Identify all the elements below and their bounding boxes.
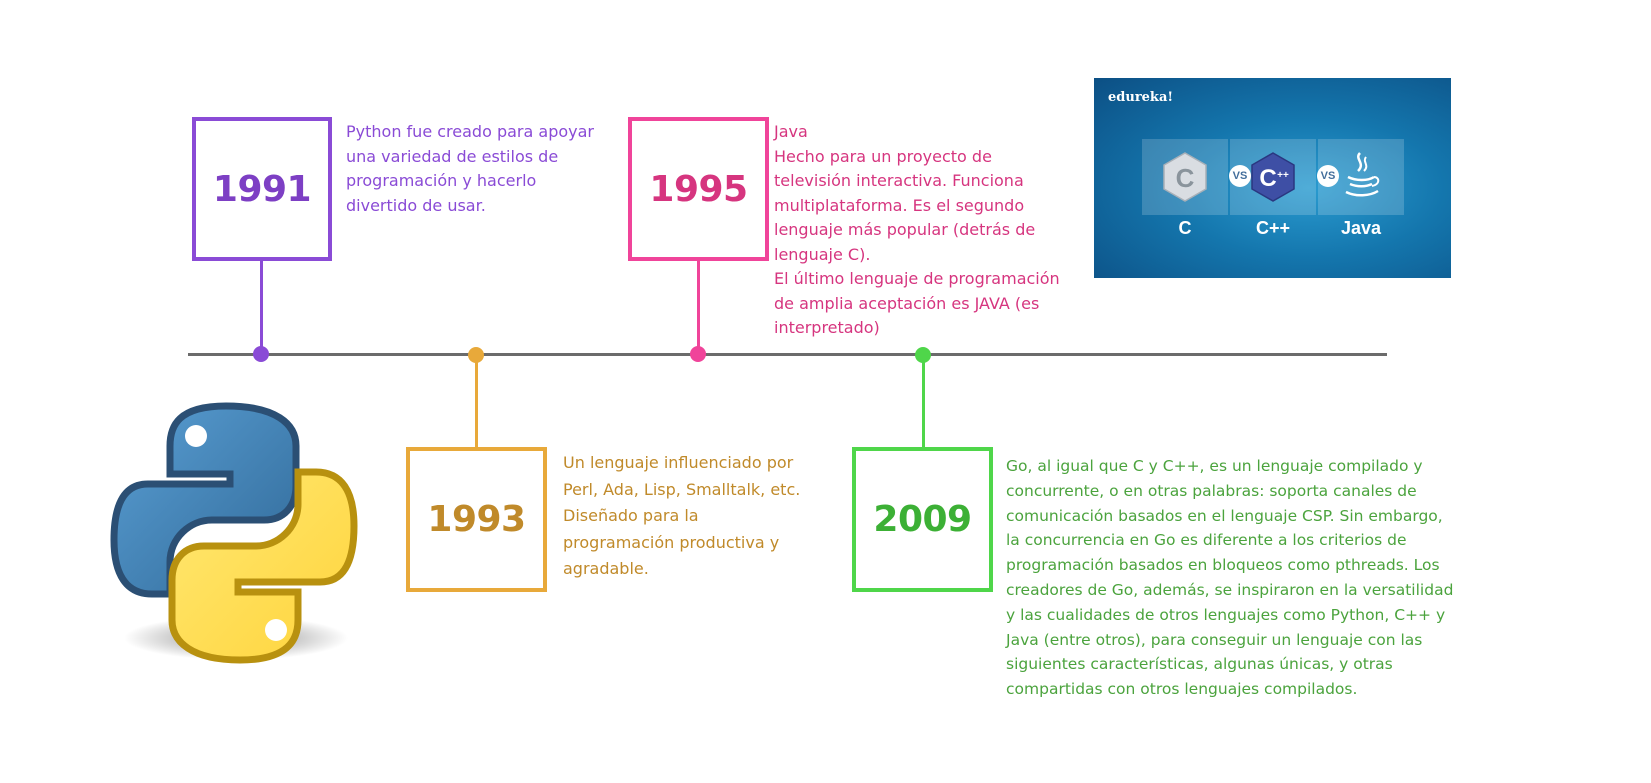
timeline-axis — [188, 353, 1387, 356]
vs-badge-1: VS — [1229, 165, 1251, 187]
timeline-dot-2009 — [915, 347, 931, 363]
cpp-language-card: C ++ — [1230, 139, 1316, 215]
svg-text:C: C — [1176, 163, 1195, 193]
c-language-icon: C — [1162, 152, 1208, 202]
timeline-dot-1993 — [468, 347, 484, 363]
year-label-1991: 1991 — [212, 168, 312, 210]
python-logo-icon — [108, 398, 358, 668]
stem-1991 — [260, 261, 263, 353]
description-1995: Java Hecho para un proyecto de televisió… — [774, 122, 1060, 337]
description-2009: Go, al igual que C y C++, es un lenguaje… — [1006, 457, 1454, 699]
description-1993: Un lenguaje influenciado por Perl, Ada, … — [563, 453, 801, 578]
year-box-2009: 2009 — [852, 447, 993, 592]
java-coffee-icon — [1340, 149, 1382, 203]
c-language-card: C — [1142, 139, 1228, 215]
stem-2009 — [922, 356, 925, 448]
timeline-dot-1991 — [253, 346, 269, 362]
timeline-dot-1995 — [690, 346, 706, 362]
stem-1993 — [475, 356, 478, 448]
edureka-brand: edureka! — [1108, 90, 1174, 105]
year-label-1993: 1993 — [427, 499, 526, 540]
year-box-1995: 1995 — [628, 117, 769, 261]
edureka-comparison-banner: edureka! C VS C ++ VS — [1094, 78, 1451, 278]
year-box-1991: 1991 — [192, 117, 332, 261]
vs-badge-2: VS — [1317, 165, 1339, 187]
description-1991: Python fue creado para apoyar una varied… — [346, 122, 594, 215]
stem-1995 — [697, 261, 700, 353]
cpp-label: C++ — [1255, 218, 1291, 238]
svg-text:++: ++ — [1277, 170, 1289, 181]
year-label-1995: 1995 — [649, 168, 748, 210]
year-label-2009: 2009 — [873, 499, 972, 540]
cpp-language-icon: C ++ — [1250, 152, 1296, 202]
java-language-card — [1318, 139, 1404, 215]
c-label: C — [1178, 218, 1192, 238]
year-box-1993: 1993 — [406, 447, 547, 592]
svg-text:C: C — [1259, 165, 1276, 192]
java-label: Java — [1340, 218, 1382, 238]
